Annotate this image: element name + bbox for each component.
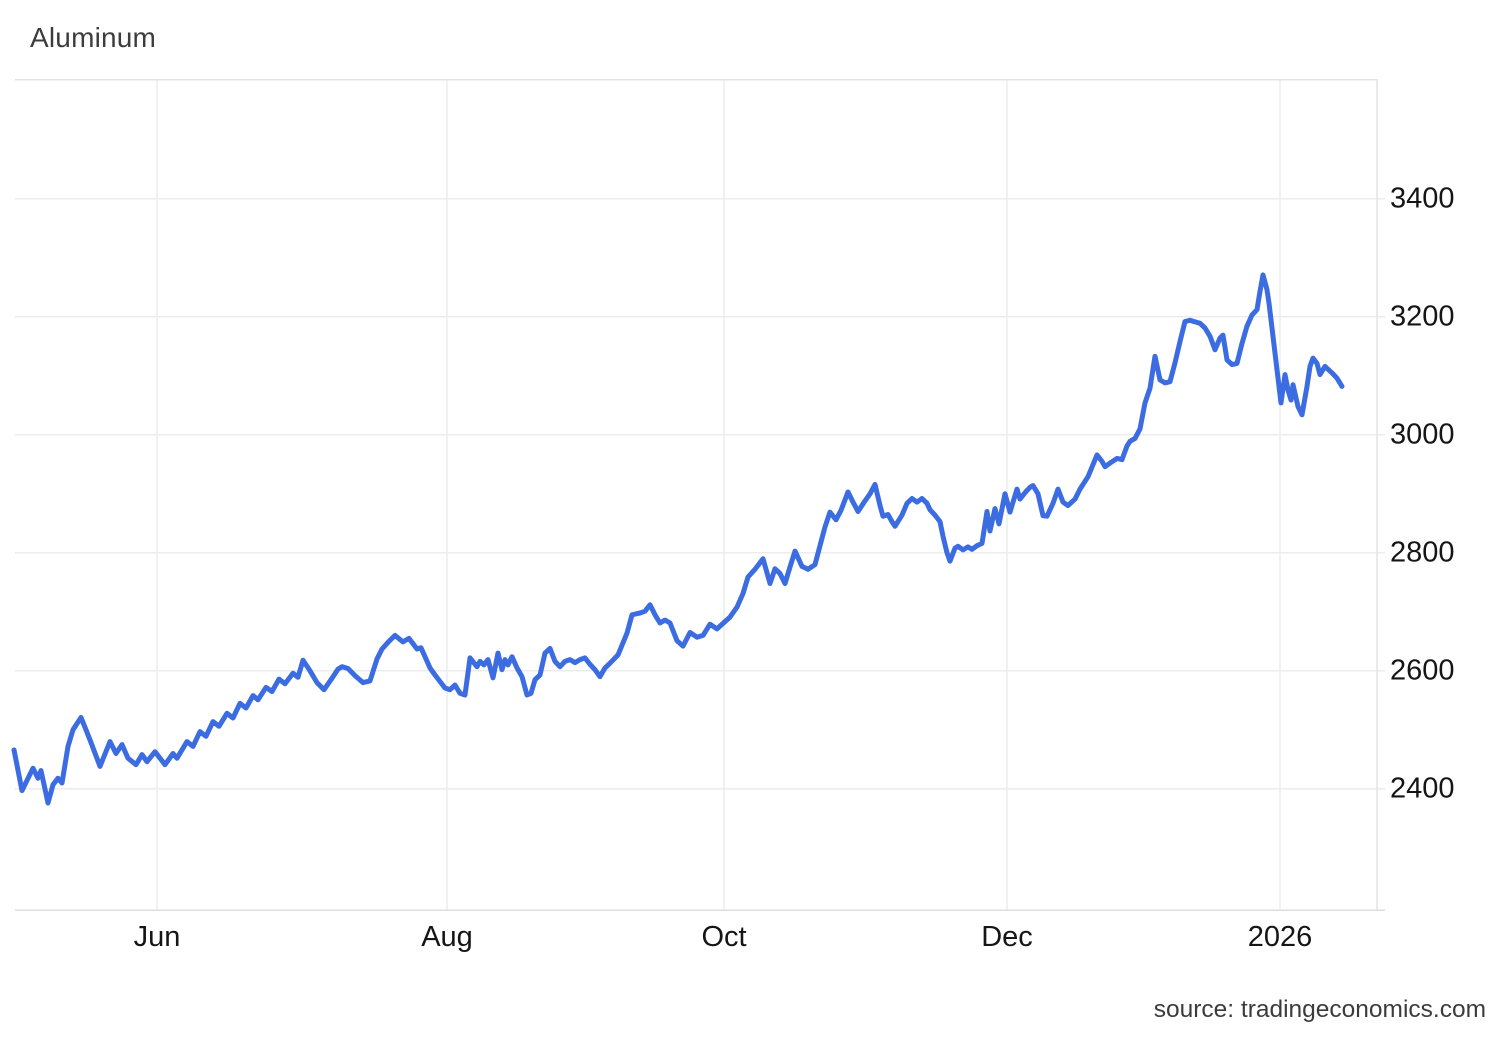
y-axis-label: 3000 — [1390, 418, 1455, 451]
y-axis-label: 2400 — [1390, 772, 1455, 805]
x-axis-label: Oct — [701, 921, 747, 953]
price-chart-svg — [11, 79, 1385, 911]
x-axis-label: Dec — [981, 921, 1033, 953]
y-axis-label: 2800 — [1390, 536, 1455, 569]
chart-title: Aluminum — [30, 22, 157, 53]
y-axis-label: 3200 — [1390, 300, 1455, 333]
plot-area[interactable] — [11, 79, 1385, 911]
x-axis-label: Aug — [421, 921, 473, 953]
x-axis-label: Jun — [133, 921, 181, 953]
x-axis-label: 2026 — [1247, 921, 1313, 953]
y-axis-label: 2600 — [1390, 654, 1455, 687]
source-attribution: source: tradingeconomics.com — [1153, 996, 1486, 1023]
price-line[interactable] — [11, 272, 1345, 806]
y-axis-label: 3400 — [1390, 182, 1455, 215]
